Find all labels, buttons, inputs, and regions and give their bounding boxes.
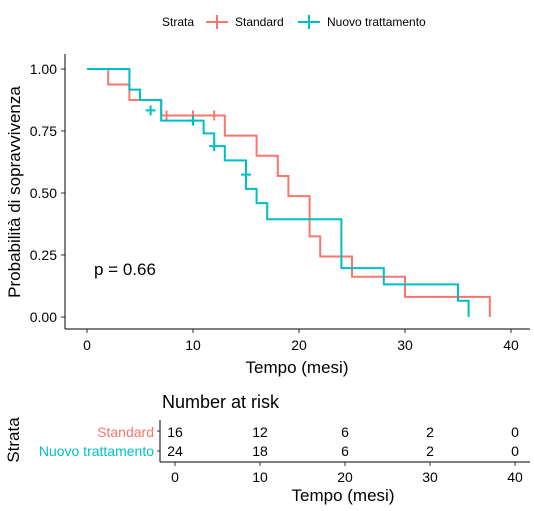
risk-cell: 0 (511, 443, 519, 459)
x-axis: 0 10 20 30 40 (83, 329, 519, 353)
risk-x-tick-label: 40 (507, 469, 523, 485)
legend-title: Strata (162, 15, 194, 29)
censor-mark (209, 110, 220, 121)
x-tick-label: 20 (291, 337, 307, 353)
censor-mark (145, 105, 156, 116)
risk-x-tick-label: 10 (252, 469, 268, 485)
y-tick-label: 0.25 (30, 247, 57, 263)
risk-table-ylabel: Strata (4, 417, 23, 463)
y-tick-label: 0.75 (30, 123, 57, 139)
risk-x-tick-label: 0 (171, 469, 179, 485)
risk-table-x-ticks: 0 10 20 30 40 (171, 462, 523, 485)
y-tick-label: 0.00 (30, 309, 57, 325)
survival-curves (87, 68, 491, 317)
y-tick-label: 1.00 (30, 61, 57, 77)
risk-cell: 6 (341, 424, 349, 440)
censor-mark (188, 115, 198, 126)
censor-mark (161, 110, 172, 121)
risk-cell: 16 (167, 424, 183, 440)
risk-cell: 0 (511, 424, 519, 440)
risk-cells: 16 12 6 2 0 24 18 6 2 0 (167, 424, 519, 459)
risk-table: Number at risk Strata Standard Nuovo tra… (4, 392, 530, 505)
risk-cell: 12 (252, 424, 268, 440)
p-value-annotation: p = 0.66 (94, 260, 156, 279)
x-tick-label: 30 (397, 337, 413, 353)
legend-key-standard (206, 15, 228, 29)
x-tick-label: 40 (503, 337, 519, 353)
x-tick-label: 10 (185, 337, 201, 353)
censor-mark (241, 169, 251, 180)
y-axis-title: Probabilità di sopravvivenza (5, 86, 24, 298)
risk-table-title: Number at risk (162, 392, 280, 412)
legend-label-nuovo: Nuovo trattamento (327, 15, 426, 29)
y-tick-label: 0.50 (30, 185, 57, 201)
legend-label-standard: Standard (235, 15, 284, 29)
risk-row-label-standard: Standard (97, 424, 154, 440)
legend-key-nuovo (298, 15, 320, 29)
x-axis-title: Tempo (mesi) (246, 358, 349, 377)
risk-table-xlabel: Tempo (mesi) (292, 486, 395, 505)
risk-cell: 18 (252, 443, 268, 459)
censor-mark (209, 141, 220, 152)
risk-x-tick-label: 30 (422, 469, 438, 485)
y-axis: 0.00 0.25 0.50 0.75 1.00 (30, 61, 65, 325)
x-tick-label: 0 (83, 337, 91, 353)
risk-cell: 6 (341, 443, 349, 459)
survival-curve-0 (87, 68, 491, 317)
risk-cell: 2 (426, 443, 434, 459)
risk-row-label-nuovo: Nuovo trattamento (39, 443, 154, 459)
risk-x-tick-label: 20 (337, 469, 353, 485)
risk-cell: 24 (167, 443, 183, 459)
risk-cell: 2 (426, 424, 434, 440)
legend: Strata Standard Nuovo trattamento (162, 15, 426, 29)
survival-curve-1 (87, 68, 470, 317)
